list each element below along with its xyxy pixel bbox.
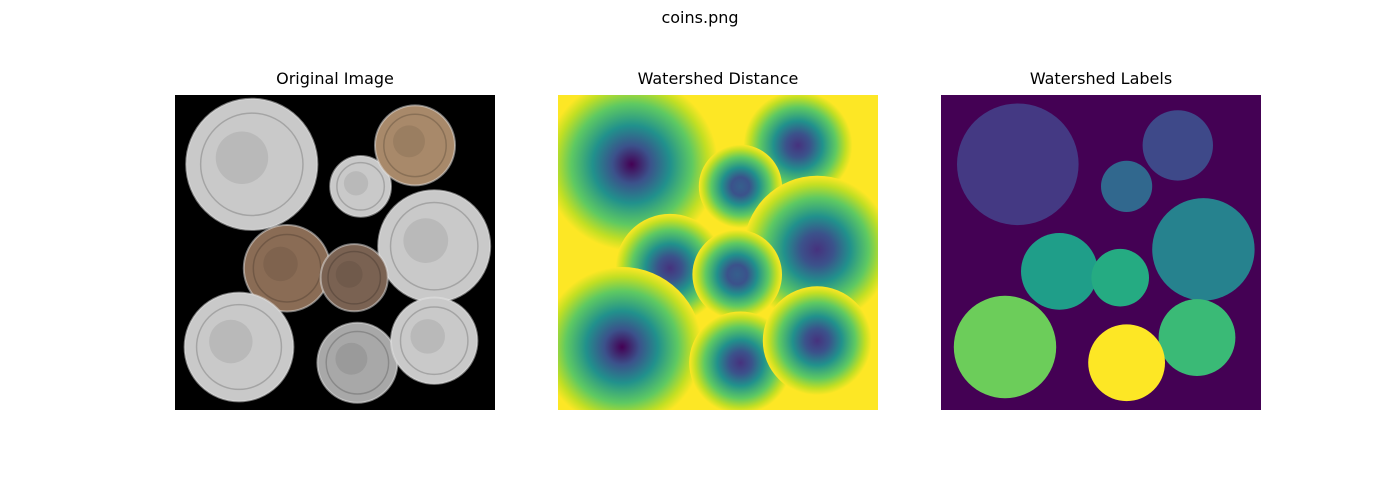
- label-region-7: [1158, 299, 1236, 376]
- coin-9: [390, 296, 479, 385]
- panel-title-original: Original Image: [276, 69, 394, 88]
- panel-title-distance: Watershed Distance: [637, 69, 799, 88]
- coin-5: [242, 224, 332, 313]
- label-region-1: [957, 103, 1079, 226]
- distance-basin-9: [762, 286, 872, 396]
- coin-3: [374, 104, 456, 187]
- watershed-labels-panel: [941, 95, 1261, 410]
- label-region-4: [1152, 198, 1255, 301]
- coin-2: [329, 154, 393, 218]
- label-region-2: [1142, 110, 1213, 181]
- distance-basin-6: [692, 229, 782, 320]
- coin-1: [185, 97, 319, 231]
- distance-basin-7: [558, 267, 702, 410]
- label-region-8: [953, 295, 1057, 399]
- coin-7: [183, 291, 295, 403]
- distance-basin-1: [558, 95, 718, 251]
- figure-title: coins.png: [661, 8, 739, 27]
- label-region-9: [1088, 324, 1165, 402]
- original-image-panel: [175, 95, 495, 410]
- label-region-3: [1101, 160, 1153, 212]
- coin-6: [319, 243, 389, 313]
- watershed-distance-panel: [558, 95, 878, 410]
- label-region-6: [1091, 248, 1149, 307]
- label-region-5: [1021, 233, 1098, 310]
- coin-4: [377, 189, 492, 304]
- coin-8: [316, 321, 399, 404]
- panel-title-labels: Watershed Labels: [1029, 69, 1173, 88]
